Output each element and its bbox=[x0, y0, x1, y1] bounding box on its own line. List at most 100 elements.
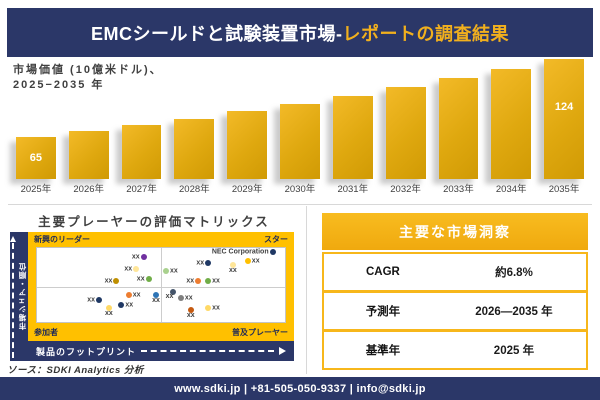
bar-category-label: 2027年 bbox=[126, 184, 157, 195]
source-note: ソース：SDKI Analytics 分析 bbox=[7, 365, 144, 376]
insights-row-value: 約6.8% bbox=[495, 267, 533, 279]
matrix-point-label: xx bbox=[196, 259, 205, 267]
quadrant-label-stars: スター bbox=[264, 235, 288, 244]
matrix-point-label: xx bbox=[131, 253, 140, 261]
bar: 65 bbox=[16, 137, 56, 179]
bar-column: 2031年 bbox=[332, 96, 373, 197]
matrix-point-label: xx bbox=[229, 267, 237, 275]
matrix-point-label: xx bbox=[212, 304, 220, 312]
bar-category-label: 2025年 bbox=[20, 184, 52, 195]
bar-category-label: 2028年 bbox=[179, 184, 210, 195]
insights-row-label: 基準年 bbox=[365, 345, 401, 357]
matrix-point: xx bbox=[152, 292, 160, 304]
insights-title: 主要な市場洞察 bbox=[322, 213, 588, 250]
bar-column: 65 2025年 bbox=[16, 137, 56, 197]
bar-column: 2026年 bbox=[68, 131, 109, 197]
bar-chart-axis-title: 市場価値 (10億米ドル)、 2025−2035 年 bbox=[13, 63, 163, 93]
insights-row-label: CAGR bbox=[366, 266, 400, 278]
insights-row-value: 2026—2035 年 bbox=[475, 306, 553, 318]
matrix-point: xx bbox=[205, 277, 220, 284]
bar-chart-bars: 65 2025年 2026年 2027年 2028年 2029年 2030年 2031年 203… bbox=[16, 57, 584, 197]
bar-category-label: 2033年 bbox=[443, 184, 474, 195]
bar-column: 2032年 bbox=[385, 87, 426, 197]
matrix-point-label: xx bbox=[169, 267, 178, 275]
insights-panel: 主要な市場洞察 CAGR 約6.8% 予測年 2026—2035 年 基準年 2… bbox=[322, 213, 588, 370]
bar-category-label: 2030年 bbox=[284, 184, 316, 195]
bar bbox=[385, 87, 426, 179]
quadrant-label-emerging-leaders: 新興のリーダー bbox=[34, 235, 90, 244]
bar-category-label: 2029年 bbox=[231, 184, 263, 195]
matrix-plot: xx xx xx xx xx xx xx xx xx xx NEC Corporation xx xx x… bbox=[36, 247, 286, 323]
matrix-point: xx bbox=[118, 301, 133, 308]
matrix-point: xx bbox=[87, 296, 102, 303]
bar bbox=[174, 119, 215, 179]
matrix-point-label: xx bbox=[132, 291, 141, 299]
header-bar: EMCシールドと試験装置市場-レポートの調査結果 bbox=[7, 8, 593, 57]
dashed-line-vertical bbox=[12, 243, 14, 358]
page-title-main: EMCシールドと試験装置市場- bbox=[91, 23, 343, 44]
matrix-x-axis-label: 製品のフットプリント bbox=[36, 346, 137, 357]
matrix-point-label: xx bbox=[125, 301, 134, 309]
matrix-point: xx bbox=[244, 258, 260, 265]
bar-column: 2030年 bbox=[280, 104, 320, 197]
bar-column: 2028年 bbox=[174, 119, 215, 197]
matrix-point: xx bbox=[229, 262, 237, 274]
table-row: 予測年 2026—2035 年 bbox=[324, 293, 586, 332]
dashed-line-horizontal bbox=[141, 350, 274, 352]
bar-category-label: 2032年 bbox=[390, 184, 421, 195]
matrix-point-label: xx bbox=[251, 257, 260, 265]
matrix-point: xx bbox=[162, 267, 178, 274]
footer-contact-text: www.sdki.jp | +81-505-050-9337 | info@sd… bbox=[174, 382, 426, 395]
section-divider-horizontal bbox=[8, 204, 592, 205]
matrix-top-band: 新興のリーダー スター bbox=[28, 232, 294, 247]
matrix-y-axis-bar: 市場シェア・順位 bbox=[10, 232, 28, 361]
quadrant-label-participants: 参加者 bbox=[34, 327, 58, 337]
bar bbox=[68, 131, 109, 179]
matrix-point: xx bbox=[132, 253, 147, 260]
bar: 124 bbox=[544, 59, 584, 179]
insights-row-value: 2025 年 bbox=[493, 345, 535, 357]
bar-category-label: 2034年 bbox=[495, 184, 527, 195]
bar-column: 2029年 bbox=[227, 111, 268, 197]
page-title: EMCシールドと試験装置市場-レポートの調査結果 bbox=[91, 20, 509, 46]
matrix-point: xx bbox=[124, 266, 140, 273]
insights-row-label: 予測年 bbox=[365, 306, 401, 318]
table-row: CAGR 約6.8% bbox=[324, 254, 586, 293]
bar-value-label: 65 bbox=[29, 151, 43, 164]
matrix-point-label: xx bbox=[105, 309, 113, 317]
insights-table: CAGR 約6.8% 予測年 2026—2035 年 基準年 2025 年 bbox=[322, 252, 588, 370]
matrix-point-label: xx bbox=[186, 312, 195, 320]
matrix-point-label: xx bbox=[87, 296, 95, 304]
matrix-title: 主要プレーヤーの評価マトリックス bbox=[38, 215, 270, 229]
bar bbox=[438, 78, 479, 179]
matrix-point-label: xx bbox=[212, 277, 220, 285]
footer-bar: www.sdki.jp | +81-505-050-9337 | info@sd… bbox=[0, 377, 600, 400]
bar-value-label: 124 bbox=[554, 101, 574, 113]
matrix-point: xx bbox=[125, 292, 141, 299]
matrix-point-label: NEC Corporation bbox=[211, 248, 269, 256]
bar bbox=[280, 104, 320, 179]
bar-column: 2033年 bbox=[438, 78, 479, 197]
matrix-point: xx bbox=[187, 307, 195, 319]
arrow-up-icon bbox=[10, 236, 16, 242]
quadrant-label-pervasive-players: 普及プレーヤー bbox=[232, 327, 288, 337]
matrix-point-label: xx bbox=[104, 277, 113, 285]
bar-chart-axis-title-line1: 市場価値 (10億米ドル)、 bbox=[13, 64, 163, 76]
matrix-bottom-band: 参加者 普及プレーヤー bbox=[28, 323, 294, 341]
bar-chart-axis-title-line2: 2025−2035 年 bbox=[13, 78, 105, 91]
table-row: 基準年 2025 年 bbox=[324, 332, 586, 368]
bar-column: 124 2035年 bbox=[544, 59, 584, 197]
matrix-point: xx bbox=[186, 278, 202, 285]
bar-column: 2027年 bbox=[121, 125, 162, 197]
page-title-accent: レポートの調査結果 bbox=[342, 23, 509, 44]
bar-category-label: 2026年 bbox=[73, 184, 105, 195]
matrix-point-label: xx bbox=[186, 277, 195, 285]
matrix-point: xx bbox=[105, 304, 113, 317]
bar bbox=[491, 69, 532, 179]
matrix-point: xx bbox=[177, 294, 193, 301]
bar bbox=[121, 125, 162, 179]
matrix-point-label: xx bbox=[152, 297, 160, 305]
bar bbox=[332, 96, 373, 179]
bar-category-label: 2035年 bbox=[548, 184, 580, 195]
